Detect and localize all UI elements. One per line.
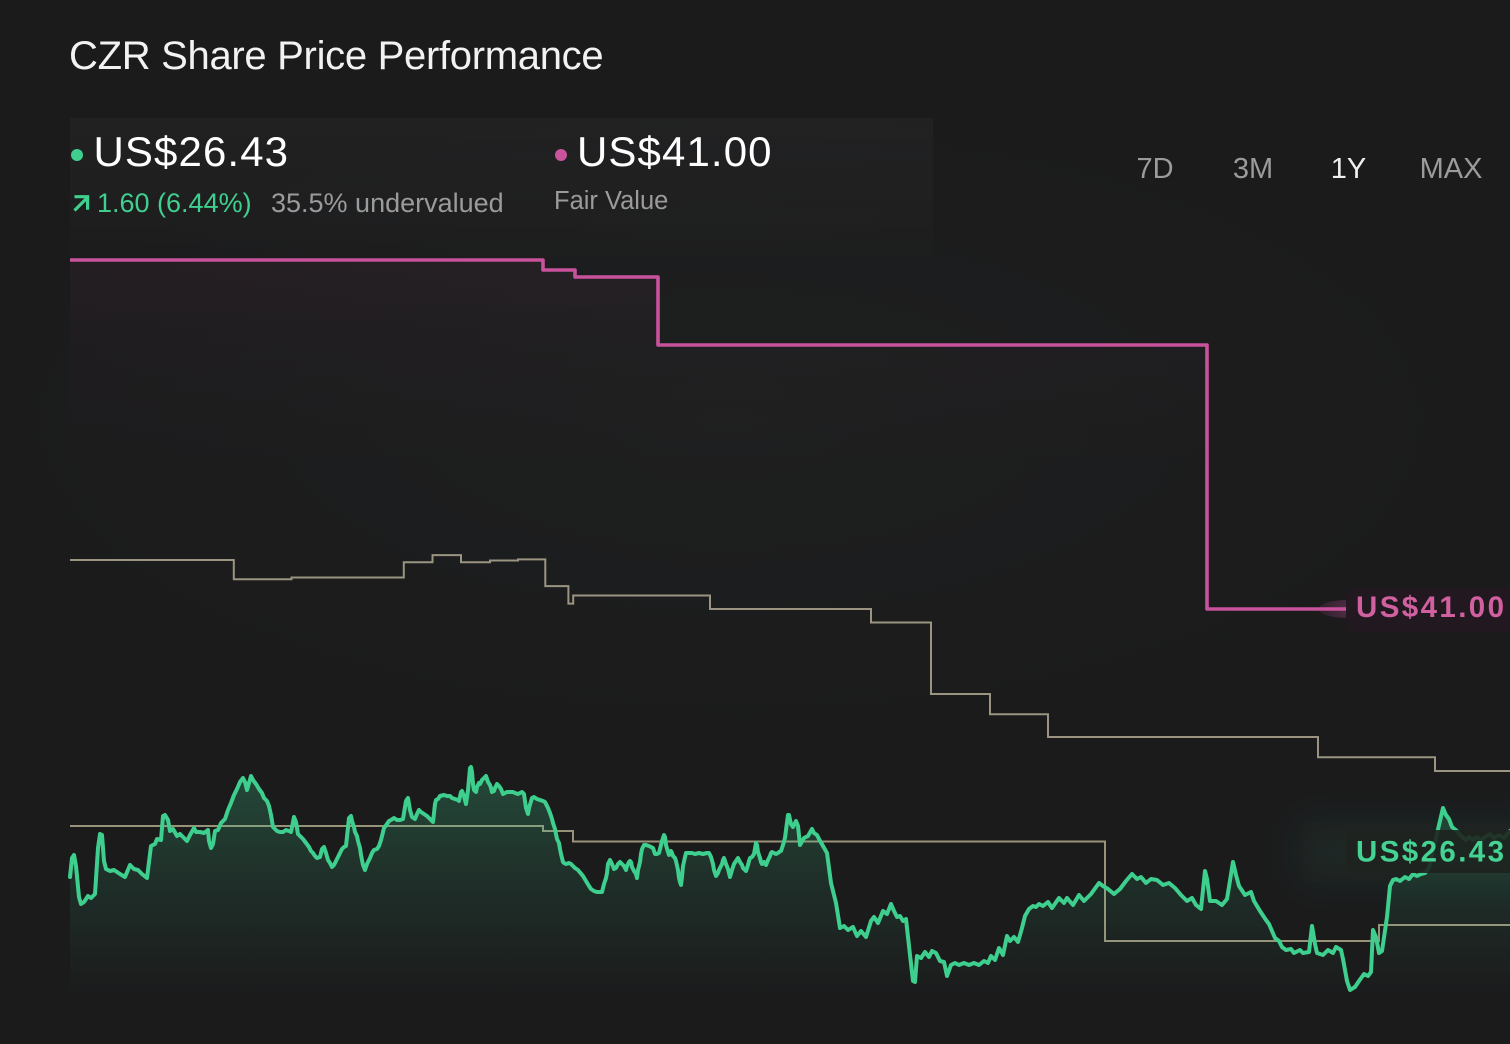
svg-text:US$26.43: US$26.43 [1356, 836, 1506, 869]
svg-text:US$41.00: US$41.00 [1356, 591, 1506, 624]
